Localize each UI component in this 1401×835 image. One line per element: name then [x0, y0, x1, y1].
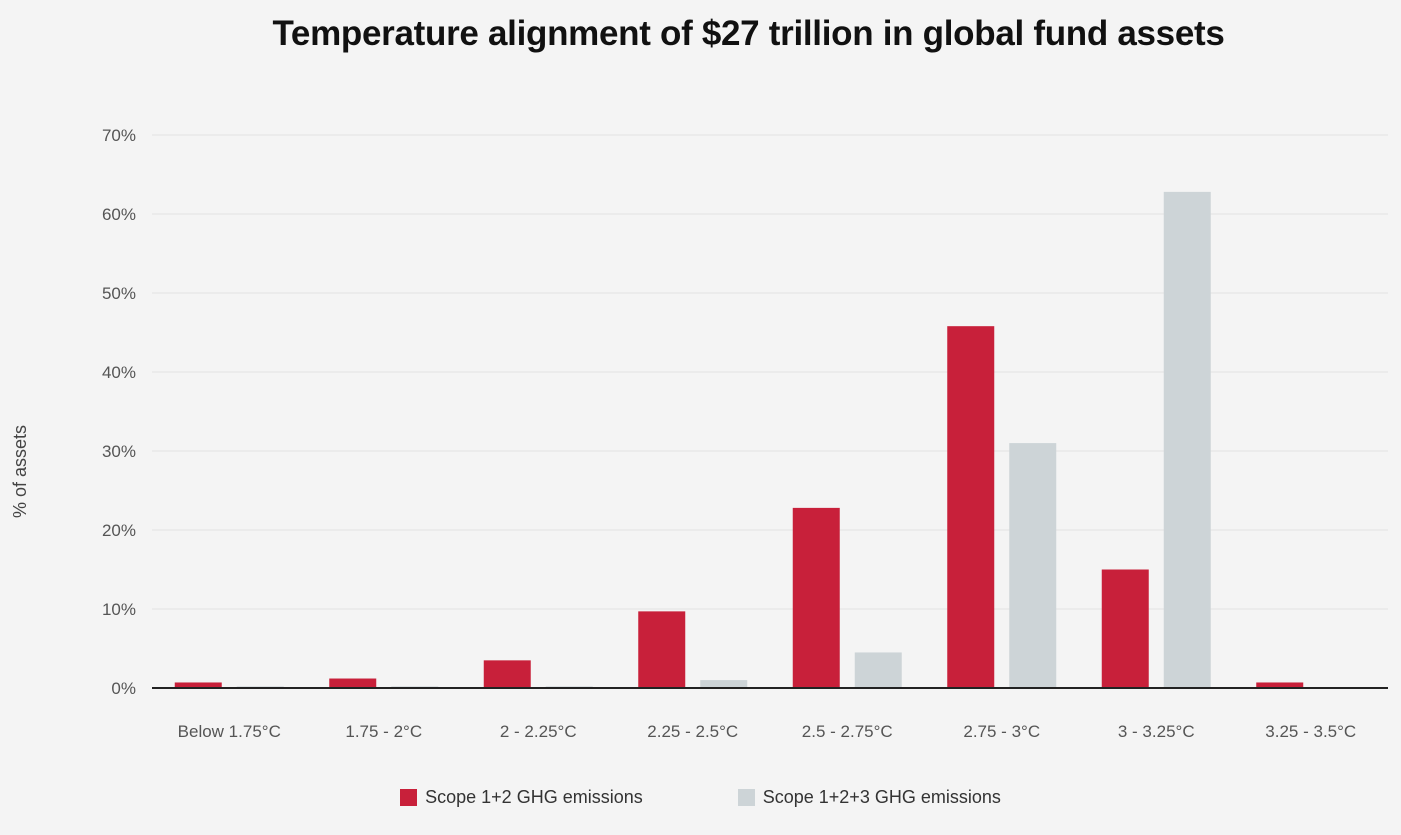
bar-scope12 [1101, 569, 1149, 688]
y-axis-label: % of assets [10, 425, 30, 518]
y-tick-label: 20% [102, 521, 136, 540]
x-tick-label: 3.25 - 3.5°C [1265, 722, 1356, 741]
bar-scope123 [1009, 443, 1057, 688]
label-layer: 0% 10% 20% 30% 40% 50% 60% 70% % of assets Below … [10, 126, 1388, 741]
y-tick-label: 0% [111, 679, 136, 698]
bar-scope12 [947, 326, 995, 688]
y-tick-label: 60% [102, 205, 136, 224]
legend-swatch [400, 789, 418, 806]
bar-scope12 [1256, 682, 1304, 688]
x-tick-label: 1.75 - 2°C [345, 722, 422, 741]
bar-scope123 [700, 680, 748, 688]
y-tick-label: 10% [102, 600, 136, 619]
x-tick-label: 2.75 - 3°C [963, 722, 1040, 741]
bar-scope12 [329, 678, 377, 688]
plot-area: 0% 10% 20% 30% 40% 50% 60% 70% % of assets Below … [10, 126, 1388, 741]
legend-label: Scope 1+2 GHG emissions [425, 787, 643, 807]
y-tick-label: 40% [102, 363, 136, 382]
x-tick-label: Below 1.75°C [178, 722, 281, 741]
bar-scope123 [1163, 191, 1211, 688]
legend-label: Scope 1+2+3 GHG emissions [762, 787, 1001, 807]
x-tick-label: 2.5 - 2.75°C [802, 722, 893, 741]
y-tick-label: 50% [102, 284, 136, 303]
y-tick-label: 30% [102, 442, 136, 461]
legend: Scope 1+2 GHG emissions Scope 1+2+3 GHG e… [0, 787, 1401, 808]
bar-scope12 [174, 682, 222, 688]
bar-scope12 [792, 507, 840, 688]
legend-item: Scope 1+2+3 GHG emissions [737, 787, 1001, 808]
legend-swatch [737, 789, 755, 806]
legend-item: Scope 1+2 GHG emissions [400, 787, 643, 808]
y-tick-label: 70% [102, 126, 136, 145]
x-tick-label: 2 - 2.25°C [500, 722, 577, 741]
bar-scope123 [854, 652, 902, 688]
bar-layer [174, 191, 1304, 688]
x-tick-label: 2.25 - 2.5°C [647, 722, 738, 741]
x-tick-label: 3 - 3.25°C [1118, 722, 1195, 741]
bar-scope12 [483, 660, 531, 688]
bar-scope12 [638, 611, 686, 688]
chart-title: Temperature alignment of $27 trillion in… [272, 14, 1225, 53]
